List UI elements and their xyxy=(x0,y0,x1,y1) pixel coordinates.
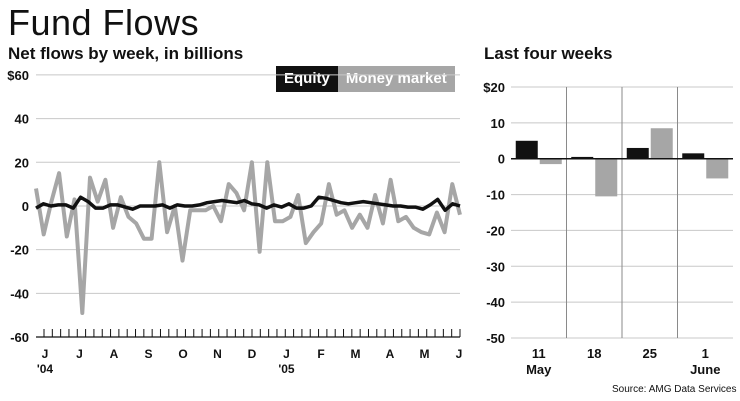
x-month-label: May xyxy=(526,362,552,377)
y-tick-label: 0 xyxy=(498,152,505,167)
x-tick-label: J xyxy=(42,347,49,361)
y-tick-label: -50 xyxy=(486,331,505,346)
y-tick-label: 20 xyxy=(15,155,29,170)
x-tick-label: A xyxy=(386,347,395,361)
x-tick-label: J xyxy=(456,347,463,361)
y-tick-label: $60 xyxy=(7,68,29,83)
x-tick-label: D xyxy=(248,347,257,361)
y-tick-label: -60 xyxy=(10,330,29,345)
source-note: Source: AMG Data Services xyxy=(612,384,737,395)
y-tick-label: -40 xyxy=(486,295,505,310)
right-chart-subtitle: Last four weeks xyxy=(484,44,613,63)
bar-equity xyxy=(515,140,538,159)
x-tick-label: J xyxy=(76,347,83,361)
bar-money-market xyxy=(650,128,673,159)
x-tick-label: O xyxy=(178,347,187,361)
x-tick-label: 11 xyxy=(532,346,546,361)
bar-money-market xyxy=(539,158,562,165)
bar-equity xyxy=(682,153,705,159)
x-year-label: '05 xyxy=(278,362,295,376)
bar-equity xyxy=(626,147,649,159)
legend: Equity Money market xyxy=(276,66,455,92)
series-line-money-market xyxy=(34,160,462,315)
x-tick-label: N xyxy=(213,347,222,361)
y-tick-label: 40 xyxy=(15,112,29,127)
x-tick-label: 25 xyxy=(643,346,657,361)
y-tick-label: -20 xyxy=(10,243,29,258)
legend-equity: Equity xyxy=(276,66,338,92)
left-chart-subtitle: Net flows by week, in billions xyxy=(8,44,244,63)
x-tick-label: M xyxy=(420,347,430,361)
y-tick-label: 0 xyxy=(22,199,29,214)
y-tick-label: $20 xyxy=(483,80,505,95)
x-tick-label: A xyxy=(110,347,119,361)
bar-money-market xyxy=(595,158,618,197)
bar-equity xyxy=(571,156,594,159)
legend-money-market: Money market xyxy=(337,66,455,92)
y-tick-label: -30 xyxy=(486,259,505,274)
y-tick-label: -40 xyxy=(10,286,29,301)
series-line-equity xyxy=(35,195,461,213)
x-tick-label: F xyxy=(317,347,324,361)
bar-money-market xyxy=(706,158,729,179)
x-tick-label: S xyxy=(144,347,152,361)
chart-title: Fund Flows xyxy=(8,2,200,43)
x-tick-label: M xyxy=(351,347,361,361)
x-month-label: June xyxy=(690,362,720,377)
y-tick-label: 10 xyxy=(491,116,505,131)
x-tick-label: J xyxy=(283,347,290,361)
x-tick-label: 1 xyxy=(702,346,709,361)
y-tick-label: -10 xyxy=(486,188,505,203)
x-year-label: '04 xyxy=(37,362,54,376)
x-tick-label: 18 xyxy=(587,346,601,361)
y-tick-label: -20 xyxy=(486,223,505,238)
